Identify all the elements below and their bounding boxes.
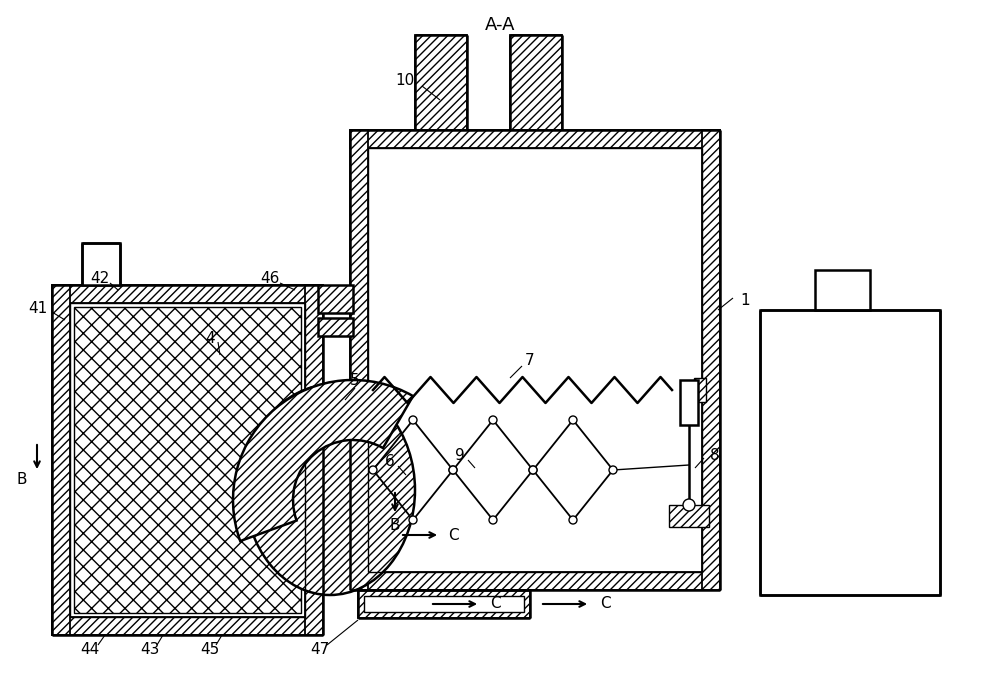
Text: 9: 9 — [455, 447, 465, 462]
Bar — [350, 130, 720, 148]
Circle shape — [569, 416, 577, 424]
Bar — [350, 572, 720, 590]
Bar — [305, 285, 323, 635]
Bar — [350, 130, 368, 590]
Bar — [358, 590, 530, 618]
Text: 5: 5 — [350, 372, 360, 387]
Text: C: C — [600, 596, 610, 611]
Circle shape — [609, 466, 617, 474]
Circle shape — [449, 466, 457, 474]
Text: 44: 44 — [80, 642, 100, 657]
Text: C: C — [448, 528, 458, 543]
Circle shape — [569, 516, 577, 524]
Bar — [74, 307, 301, 613]
Circle shape — [409, 516, 417, 524]
Bar — [680, 380, 698, 425]
Circle shape — [369, 466, 377, 474]
Circle shape — [489, 416, 497, 424]
Text: 47: 47 — [310, 642, 330, 657]
Circle shape — [529, 466, 537, 474]
Bar — [52, 285, 323, 303]
Bar — [368, 148, 702, 572]
Text: 41: 41 — [28, 300, 48, 315]
Bar — [694, 378, 706, 402]
Bar — [669, 505, 709, 527]
Text: 1: 1 — [740, 293, 750, 308]
Text: 4: 4 — [205, 330, 215, 346]
Circle shape — [529, 466, 537, 474]
Circle shape — [409, 416, 417, 424]
Bar — [760, 310, 940, 595]
Bar — [510, 35, 562, 130]
Text: 7: 7 — [525, 352, 535, 368]
Bar — [52, 285, 70, 635]
Text: 46: 46 — [260, 271, 280, 286]
Bar — [70, 303, 305, 617]
Circle shape — [683, 499, 695, 511]
Bar — [702, 130, 720, 590]
Circle shape — [449, 466, 457, 474]
Text: C: C — [490, 596, 500, 611]
Bar — [52, 617, 323, 635]
Text: 8: 8 — [710, 447, 720, 462]
Bar — [415, 35, 467, 130]
Text: 10: 10 — [395, 73, 415, 87]
Wedge shape — [233, 380, 413, 541]
Text: 45: 45 — [200, 642, 220, 657]
Text: B: B — [17, 473, 27, 488]
Text: 43: 43 — [140, 642, 160, 657]
Text: A-A: A-A — [485, 16, 515, 34]
Text: 6: 6 — [385, 455, 395, 469]
Text: B: B — [390, 517, 400, 532]
Text: 42: 42 — [90, 271, 110, 286]
Bar — [82, 243, 120, 285]
Bar — [364, 596, 524, 612]
Bar — [318, 285, 353, 313]
Bar — [815, 270, 870, 310]
Circle shape — [489, 516, 497, 524]
Ellipse shape — [245, 385, 415, 595]
Bar — [318, 318, 353, 336]
